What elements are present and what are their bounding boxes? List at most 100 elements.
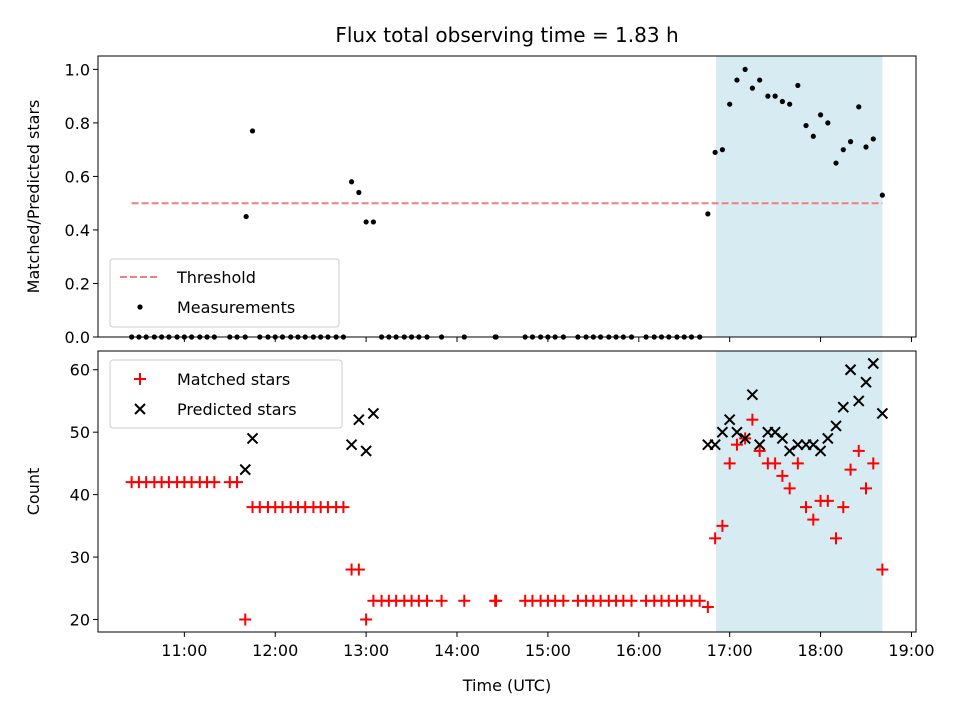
predicted-star-point: [753, 438, 766, 451]
x-tick-label: 18:00: [798, 641, 844, 660]
measurement-point: [243, 213, 249, 220]
matched-star-point: [830, 532, 843, 545]
bottom-plot-frame: [97, 350, 917, 633]
bottom-observing-window: [716, 351, 883, 632]
predicted-star-point: [853, 395, 865, 407]
y-tick-label: 0.2: [65, 274, 90, 293]
matched-star-point: [776, 469, 789, 482]
measurement-point: [779, 98, 785, 105]
x-tick-label: 17:00: [707, 641, 753, 660]
matched-star-point: [860, 482, 873, 495]
legend-threshold-label: Threshold: [176, 268, 256, 287]
y-tick-label: 20: [70, 611, 90, 630]
measurement-point: [370, 219, 376, 225]
x-axis-label: Time (UTC): [462, 676, 551, 695]
matched-star-point: [716, 519, 729, 532]
y-tick-label: 0.4: [65, 221, 90, 240]
predicted-star-point: [345, 438, 358, 451]
matched-star-point: [557, 594, 570, 607]
matched-star-point: [800, 501, 813, 514]
matched-star-point: [852, 444, 865, 457]
x-tick-label: 14:00: [434, 641, 480, 660]
chart-title: Flux total observing time = 1.83 h: [335, 23, 678, 47]
bottom-y-axis-label: Count: [24, 468, 43, 516]
y-tick-label: 30: [70, 548, 90, 567]
predicted-star-point: [783, 445, 796, 457]
matched-star-point: [807, 513, 820, 526]
y-tick-label: 0.6: [65, 167, 90, 186]
predicted-star-point: [822, 432, 834, 445]
matched-star-point: [730, 438, 743, 451]
measurement-point: [772, 93, 778, 99]
matched-star-point: [625, 594, 638, 607]
matched-star-point: [769, 457, 782, 470]
predicted-star-point: [867, 357, 879, 370]
bottom-legend: Matched stars Predicted stars: [109, 359, 343, 429]
legend-predicted-label: Predicted stars: [177, 400, 297, 419]
predicted-star-point: [830, 420, 842, 432]
measurement-point: [719, 147, 726, 153]
predicted-star-point: [353, 413, 365, 426]
matched-star-point: [435, 594, 448, 607]
x-tick-label: 19:00: [888, 641, 934, 660]
matched-star-point: [458, 594, 471, 607]
matched-star-point: [208, 476, 221, 489]
matched-star-point: [360, 613, 373, 626]
predicted-star-point: [709, 438, 721, 451]
legend-predicted-swatch: [134, 403, 146, 415]
bottom-panel: 20 30 40 50 60 11:00 12:00 13:00 14:00 15:00 16:0…: [24, 350, 935, 695]
top-plot-frame: [97, 55, 917, 338]
predicted-star-point: [814, 445, 827, 457]
measurement-point: [363, 219, 369, 225]
matched-star-point: [352, 563, 365, 576]
measurement-point: [757, 77, 763, 83]
predicted-star-point: [360, 445, 372, 457]
matched-star-point: [723, 457, 736, 470]
top-observing-window: [716, 56, 883, 337]
y-tick-label: 40: [70, 486, 90, 505]
measurement-point: [712, 149, 718, 155]
top-y-axis-label: Matched/Predicted stars: [24, 100, 43, 294]
matched-star-point: [693, 594, 706, 607]
predicted-star-point: [837, 401, 849, 413]
matched-star-point: [490, 594, 503, 607]
legend-measurements-swatch: [137, 304, 143, 310]
matched-star-point: [701, 601, 714, 614]
measurement-point: [734, 77, 740, 83]
matched-star-point: [337, 501, 350, 514]
predicted-star-point: [246, 432, 259, 445]
predicted-star-point: [776, 432, 789, 445]
measurement-point: [847, 139, 854, 145]
matched-star-point: [791, 457, 804, 470]
predicted-star-point: [739, 432, 751, 445]
measurement-point: [870, 136, 876, 142]
matched-star-point: [821, 494, 834, 507]
x-tick-label: 11:00: [161, 641, 207, 660]
predicted-star-point: [731, 426, 743, 438]
legend-matched-swatch: [134, 373, 146, 385]
top-panel: 0.0 0.2 0.4 0.6 0.8 1.0 Matched/Predicted sta…: [24, 55, 917, 347]
measurement-point: [795, 82, 801, 89]
measurement-point: [833, 160, 839, 166]
y-tick-label: 60: [70, 361, 90, 380]
measurement-point: [863, 144, 869, 150]
measurement-point: [249, 128, 256, 134]
x-tick-label: 16:00: [616, 641, 662, 660]
matched-star-point: [753, 444, 766, 457]
measurement-point: [840, 147, 846, 153]
top-legend: Threshold Measurements: [109, 258, 340, 328]
matched-star-point: [844, 463, 857, 476]
matched-star-point: [746, 413, 759, 426]
measurement-point: [356, 189, 362, 196]
predicted-star-point: [860, 376, 872, 388]
y-tick-label: 0.0: [65, 328, 90, 347]
x-tick-label: 15:00: [525, 641, 571, 660]
x-tick-label: 13:00: [343, 641, 389, 660]
measurement-point: [817, 112, 824, 118]
y-tick-label: 50: [70, 423, 90, 442]
y-tick-label: 0.8: [65, 114, 90, 133]
measurement-point: [742, 66, 748, 72]
measurement-point: [803, 122, 809, 129]
matched-star-point: [709, 532, 722, 545]
